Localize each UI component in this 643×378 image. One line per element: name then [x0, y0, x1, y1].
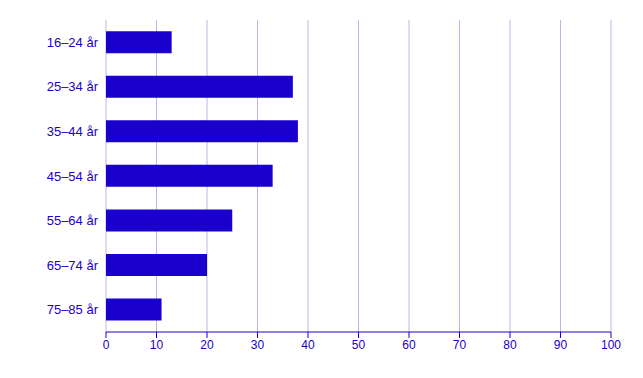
svg-text:45–54 år: 45–54 år [47, 169, 99, 184]
svg-text:100: 100 [601, 338, 621, 352]
svg-text:40: 40 [301, 338, 315, 352]
svg-text:60: 60 [402, 338, 416, 352]
svg-text:55–64 år: 55–64 år [47, 213, 99, 228]
svg-text:16–24 år: 16–24 år [47, 35, 99, 50]
svg-text:20: 20 [200, 338, 214, 352]
svg-text:30: 30 [251, 338, 265, 352]
svg-text:10: 10 [150, 338, 164, 352]
svg-text:80: 80 [503, 338, 517, 352]
svg-text:25–34 år: 25–34 år [47, 79, 99, 94]
svg-text:0: 0 [103, 338, 110, 352]
svg-text:50: 50 [352, 338, 366, 352]
svg-text:65–74 år: 65–74 år [47, 258, 99, 273]
svg-text:35–44 år: 35–44 år [47, 124, 99, 139]
svg-text:90: 90 [554, 338, 568, 352]
svg-text:70: 70 [453, 338, 467, 352]
svg-text:75–85 år: 75–85 år [47, 302, 99, 317]
